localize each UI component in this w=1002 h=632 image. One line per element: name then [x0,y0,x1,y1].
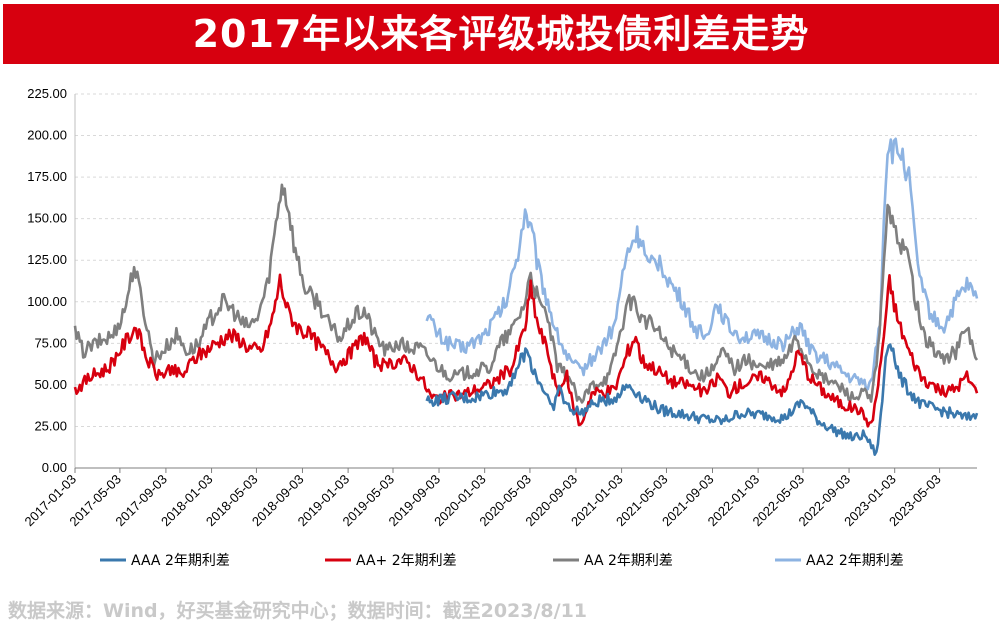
series-line-aaplus [73,273,979,428]
y-tick-label: 0.00 [42,460,67,475]
legend-label: AA+ 2年期利差 [356,553,457,569]
legend-label: AA2 2年期利差 [806,553,904,569]
y-tick-label: 175.00 [27,169,67,184]
series-line-aaa [425,343,979,456]
y-tick-label: 75.00 [34,335,67,350]
line-chart: 0.00 25.00 50.00 75.00 100.00 125.00 150.00 175… [21,86,979,569]
y-tick-label: 150.00 [27,211,67,226]
series-line-aa [73,183,979,404]
x-axis-ticks: 2017-01-032017-05-032017-09-032018-01-03… [21,468,944,529]
title-bar: 2017年以来各评级城投债利差走势 [3,4,999,64]
y-tick-label: 50.00 [34,377,67,392]
y-tick-label: 125.00 [27,252,67,267]
y-tick-label: 25.00 [34,418,67,433]
page-title: 2017年以来各评级城投债利差走势 [192,12,810,56]
y-axis-ticks: 0.00 25.00 50.00 75.00 100.00 125.00 150.00 175… [27,86,67,475]
legend-label: AA 2年期利差 [584,553,673,569]
series-line-aa2 [425,137,979,392]
source-footnote: 数据来源：Wind，好买基金研究中心；数据时间：截至2023/8/11 [8,600,588,622]
y-tick-label: 225.00 [27,86,67,101]
y-tick-label: 100.00 [27,294,67,309]
chart-legend: AAA 2年期利差 AA+ 2年期利差 AA 2年期利差 AA2 2年期利差 [100,553,904,569]
y-tick-label: 200.00 [27,128,67,143]
chart-grid [74,93,977,469]
chart-series-lines [73,137,979,456]
legend-label: AAA 2年期利差 [131,553,230,569]
